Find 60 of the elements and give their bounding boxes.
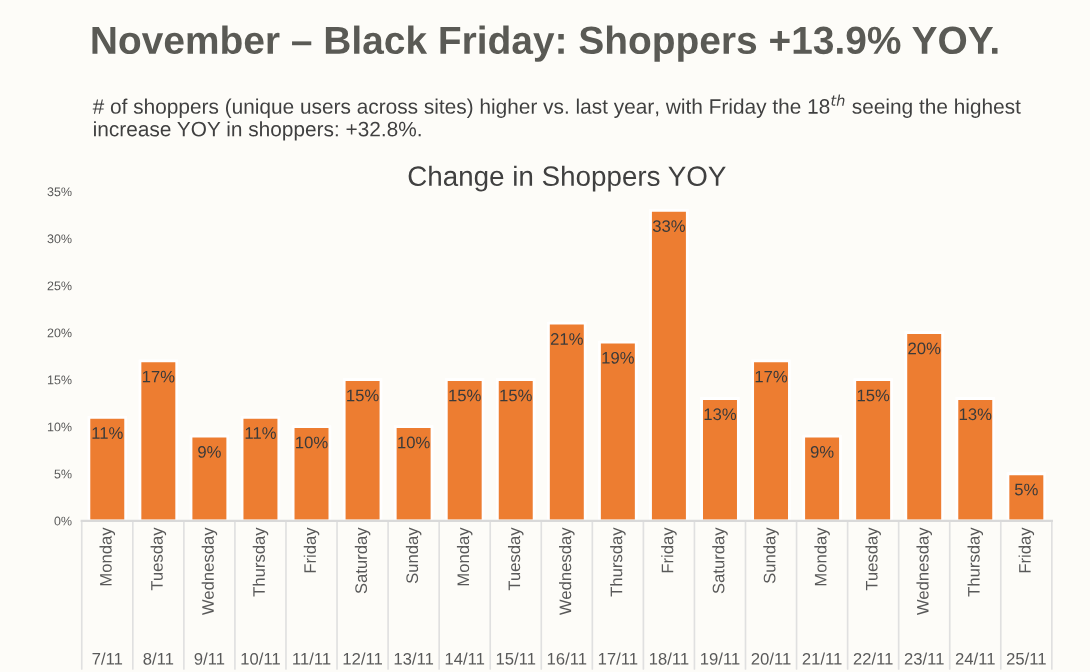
- data-label: 13%: [704, 408, 737, 421]
- chart-title: November – Black Friday: Shoppers +13.9% YOY.: [92, 25, 998, 62]
- category-label: Tuesday 22/11: [853, 527, 893, 665]
- bar: [751, 359, 791, 521]
- category-label: Friday 18/11: [649, 527, 689, 665]
- data-label: 33%: [652, 220, 685, 232]
- bar: [240, 415, 281, 521]
- text: Change in Shoppers YOY: [408, 165, 726, 192]
- category-label: Saturday 12/11: [343, 527, 382, 665]
- bar: [598, 340, 638, 521]
- bar: [495, 378, 536, 521]
- data-label: 9%: [198, 445, 221, 458]
- category-label: Wednesday 9/11: [194, 527, 225, 665]
- data-label: 11%: [245, 427, 276, 439]
- data-label: 9%: [810, 445, 834, 458]
- category-label: Monday 21/11: [802, 527, 842, 665]
- data-label: 15%: [347, 389, 379, 402]
- bar: [1006, 472, 1047, 521]
- category-label: Thursday 17/11: [598, 527, 638, 665]
- data-label: 19%: [602, 351, 634, 364]
- bar: [444, 378, 485, 521]
- category-label: Tuesday 8/11: [143, 527, 174, 665]
- text: # of shoppers (unique users across sites) higher vs. last year, with Friday the 18$^{th}$ seeing the highest increase YOY in shoppers: +32.8%.: [92, 94, 1021, 141]
- bar: [547, 321, 587, 521]
- data-label: 20%: [908, 342, 941, 355]
- bar: [393, 425, 434, 521]
- data-label: 13%: [959, 408, 992, 421]
- category-label: Thursday 10/11: [241, 527, 280, 665]
- data-label: 17%: [142, 370, 175, 383]
- category-label: Tuesday 15/11: [496, 527, 536, 665]
- bar: [87, 415, 128, 521]
- category-label: Monday 7/11: [92, 527, 123, 665]
- category-label: Wednesday 23/11: [904, 527, 944, 665]
- data-label: 15%: [857, 389, 890, 402]
- bar: [700, 397, 740, 521]
- bar: [802, 434, 842, 521]
- data-label: 5%: [1014, 483, 1038, 496]
- category-label: Friday 11/11: [293, 527, 331, 665]
- data-label: 17%: [755, 370, 788, 383]
- category-label: Friday 25/11: [1006, 527, 1046, 665]
- bar: [189, 434, 230, 521]
- category-label: Saturday 19/11: [701, 527, 740, 665]
- data-label: 10%: [398, 436, 430, 449]
- bar: [904, 331, 944, 521]
- category-label: Sunday 13/11: [394, 527, 434, 665]
- category-label: Sunday 20/11: [751, 527, 791, 665]
- data-label: 21%: [550, 333, 583, 345]
- bar: [138, 359, 179, 521]
- bar: [955, 397, 996, 521]
- data-label: 15%: [500, 389, 532, 402]
- category-label: Wednesday 16/11: [547, 527, 587, 665]
- bar: [342, 378, 383, 521]
- bar: [853, 378, 893, 521]
- bar: [291, 425, 332, 521]
- category-label: Monday 14/11: [445, 527, 485, 665]
- data-label: 15%: [449, 389, 481, 402]
- data-label: 10%: [296, 436, 328, 449]
- data-label: 11%: [92, 427, 123, 439]
- bar: [649, 208, 689, 521]
- category-label: Thursday 24/11: [955, 527, 995, 665]
